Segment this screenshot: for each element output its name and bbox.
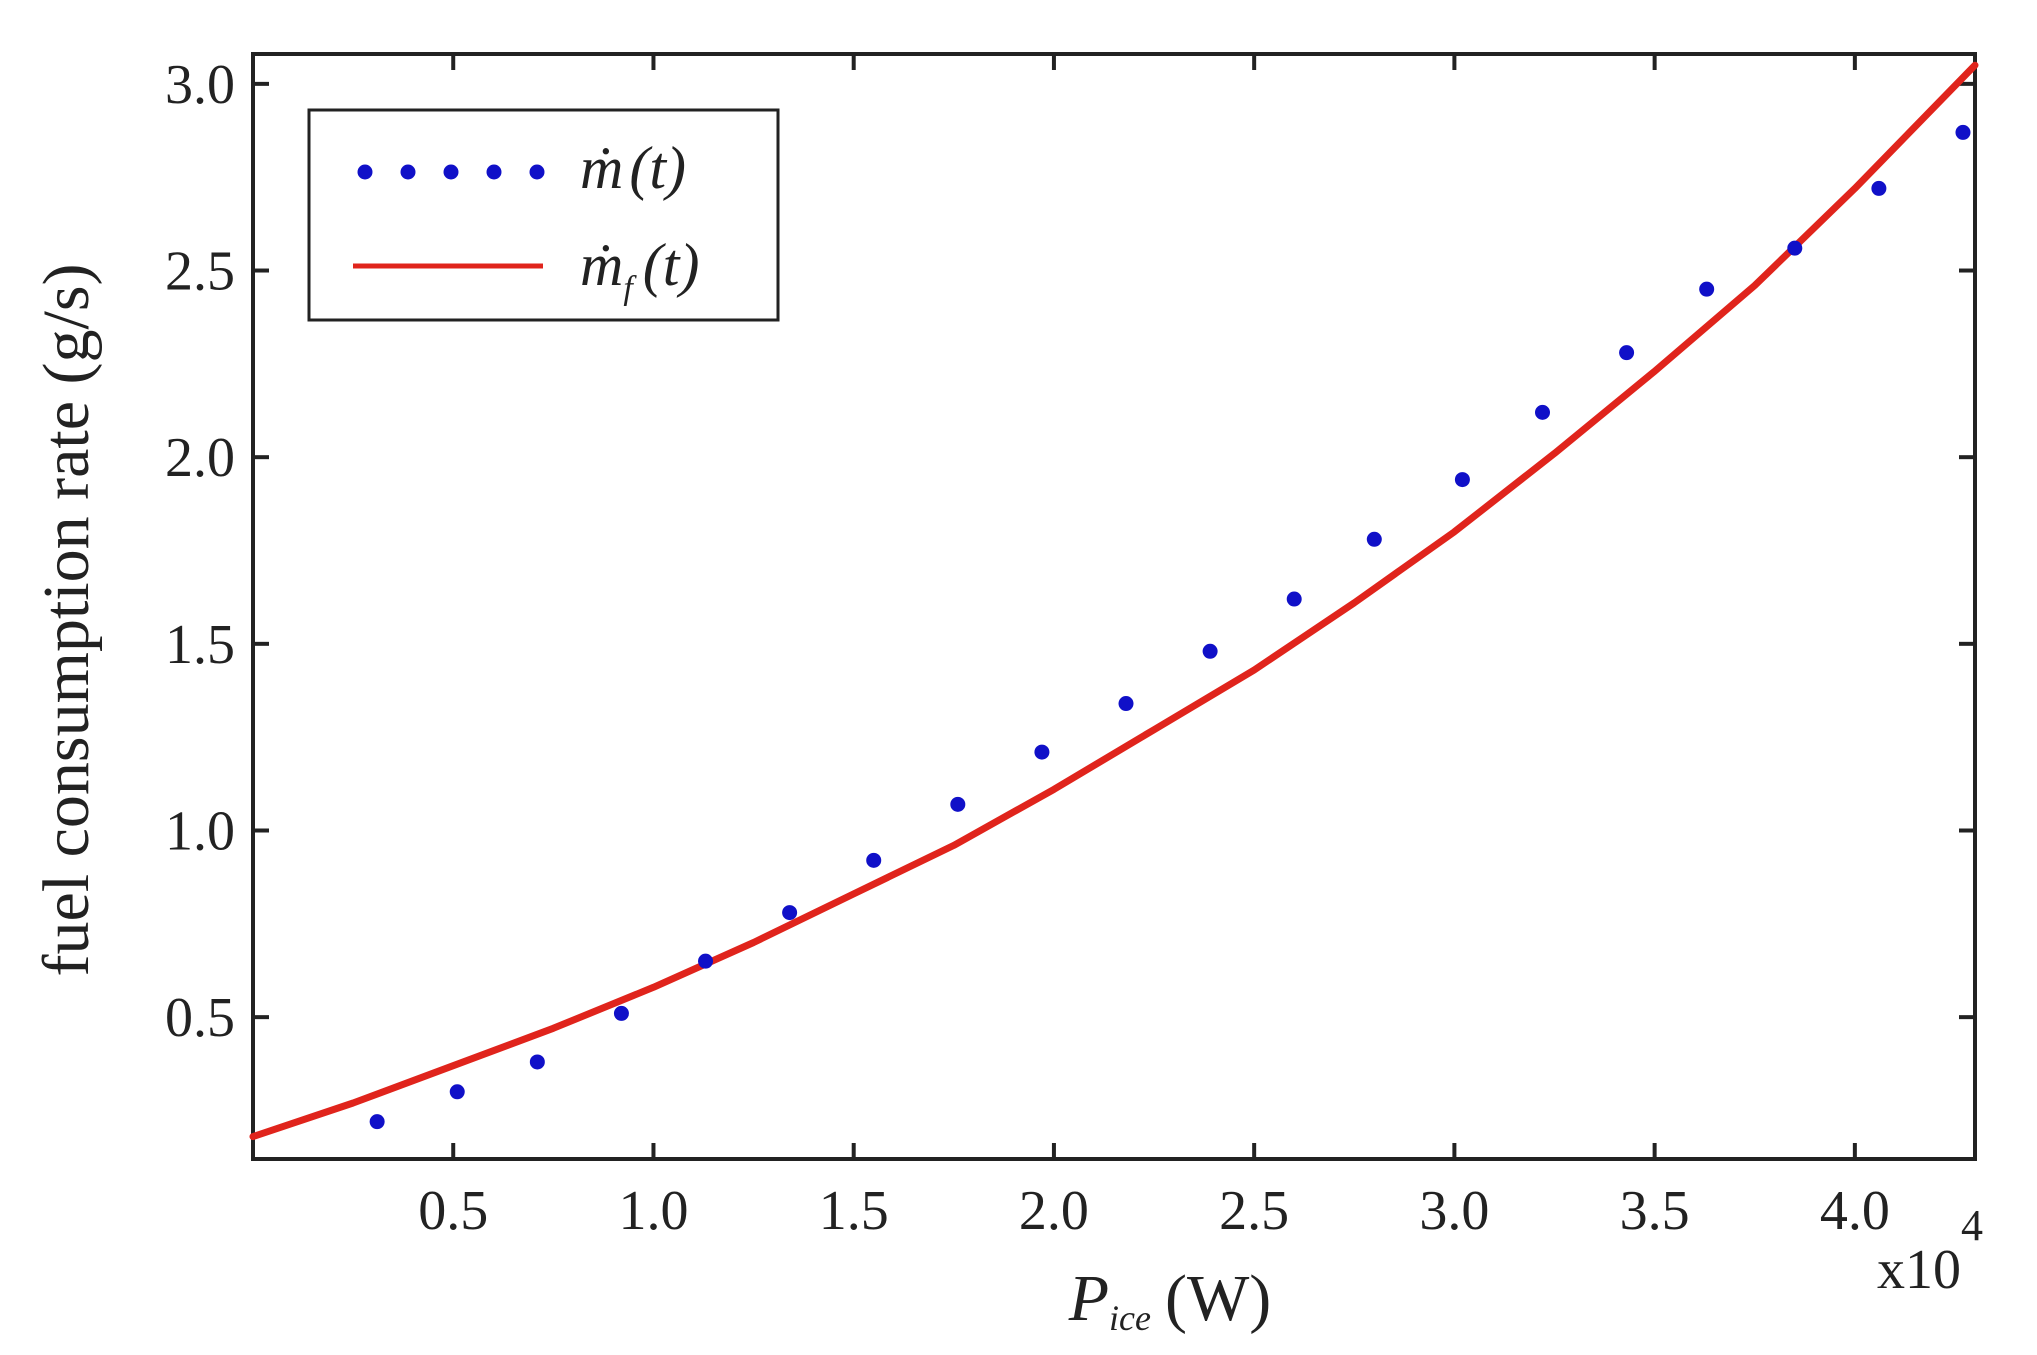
series-line-mdot-f bbox=[249, 61, 1979, 1141]
data-point-mdot bbox=[1699, 281, 1715, 297]
series-line-layer bbox=[249, 61, 1979, 1141]
y-axis-title: fuel consumption rate (g/s) bbox=[30, 264, 103, 977]
y-tick-label: 2.5 bbox=[165, 241, 235, 303]
legend-dot bbox=[357, 164, 373, 180]
legend-dot bbox=[486, 164, 502, 180]
legend: ṁ (t) ṁf (t) bbox=[307, 108, 780, 322]
x-tick-label: 1.5 bbox=[819, 1180, 889, 1242]
y-tick-label: 0.5 bbox=[165, 987, 235, 1049]
x-tick-label: 2.0 bbox=[1019, 1180, 1089, 1242]
x-tick-label: 3.5 bbox=[1620, 1180, 1690, 1242]
legend-entry-dots: ṁ (t) bbox=[357, 135, 686, 201]
data-point-mdot bbox=[529, 1054, 545, 1070]
data-point-mdot bbox=[369, 1114, 385, 1130]
data-point-mdot bbox=[613, 1005, 629, 1021]
data-point-mdot bbox=[449, 1084, 465, 1100]
data-point-mdot bbox=[1366, 531, 1382, 547]
data-point-mdot bbox=[1871, 180, 1887, 196]
legend-label-mdot-f-main: ṁ bbox=[580, 232, 623, 298]
legend-dot bbox=[400, 164, 416, 180]
legend-dots-marker bbox=[357, 164, 545, 180]
data-point-mdot bbox=[1034, 744, 1050, 760]
legend-box bbox=[307, 108, 780, 322]
legend-label-mdot-f: ṁf (t) bbox=[580, 232, 699, 307]
data-point-mdot bbox=[1286, 591, 1302, 607]
y-tick-label: 1.5 bbox=[165, 614, 235, 676]
legend-dot bbox=[443, 164, 459, 180]
x-axis-title-subscript: ice bbox=[1109, 1298, 1151, 1338]
x-tick-label: 4.0 bbox=[1820, 1180, 1890, 1242]
x-axis-title-main: P bbox=[1068, 1262, 1109, 1335]
x-tick-label: 1.0 bbox=[618, 1180, 688, 1242]
legend-dot bbox=[529, 164, 545, 180]
data-point-mdot bbox=[1619, 345, 1635, 361]
x-axis-multiplier-exponent: 4 bbox=[1961, 1201, 1983, 1250]
ticks-layer: 0.5 1.0 1.5 2.0 2.5 3.0 3.5 4.0 0.5 1.0 1.5 2.0 2.5 3… bbox=[165, 54, 1975, 1242]
data-point-mdot bbox=[1454, 472, 1470, 488]
x-tick-label: 0.5 bbox=[418, 1180, 488, 1242]
y-tick-label: 3.0 bbox=[165, 54, 235, 116]
x-tick-label: 2.5 bbox=[1219, 1180, 1289, 1242]
legend-label-mdot-f-arg: (t) bbox=[643, 232, 700, 298]
data-point-mdot bbox=[950, 796, 966, 812]
legend-label-mdot-main: ṁ bbox=[580, 135, 623, 201]
series-dots-layer bbox=[369, 124, 1971, 1130]
y-tick-label: 2.0 bbox=[165, 427, 235, 489]
x-axis-title-unit: (W) bbox=[1165, 1262, 1271, 1335]
data-point-mdot bbox=[1202, 643, 1218, 659]
x-axis-multiplier-base: x10 bbox=[1877, 1239, 1961, 1301]
plot-frame bbox=[251, 52, 1977, 1161]
data-point-mdot bbox=[1118, 696, 1134, 712]
data-point-mdot bbox=[1787, 240, 1803, 256]
y-tick-label: 1.0 bbox=[165, 800, 235, 862]
legend-entry-line: ṁf (t) bbox=[353, 232, 699, 307]
x-axis-multiplier: x104 bbox=[1877, 1201, 1983, 1301]
data-point-mdot bbox=[1534, 404, 1550, 420]
x-tick-label: 3.0 bbox=[1419, 1180, 1489, 1242]
x-axis-title: Pice (W) bbox=[1068, 1262, 1272, 1338]
data-point-mdot bbox=[698, 953, 714, 969]
legend-label-mdot: ṁ (t) bbox=[580, 135, 686, 201]
data-point-mdot bbox=[782, 905, 798, 921]
legend-label-mdot-arg: (t) bbox=[629, 135, 686, 201]
data-point-mdot bbox=[866, 852, 882, 868]
data-point-mdot bbox=[1955, 124, 1971, 140]
